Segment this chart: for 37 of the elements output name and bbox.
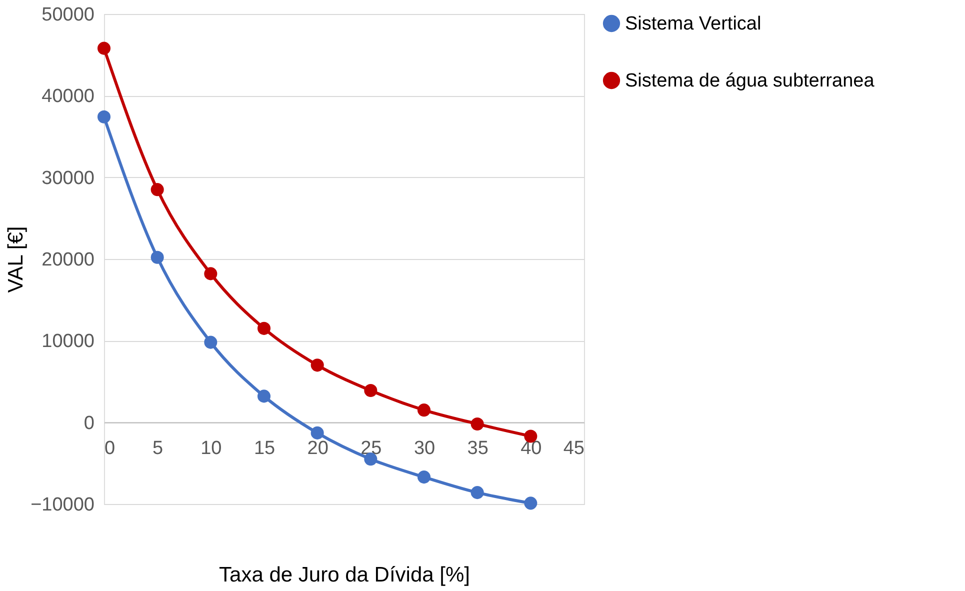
point (150, 250, 164, 264)
x-tick-label: 5 (152, 438, 164, 459)
x-axis-title: Taxa de Juro da Dívida [%] (219, 564, 470, 586)
point (417, 404, 431, 417)
y-tick-label: 40000 (42, 86, 94, 108)
point (204, 336, 218, 349)
legend-label: Sistema de água subterranea (625, 70, 875, 92)
x-tick-label: 35 (467, 438, 488, 459)
y-tick-label: 20000 (42, 250, 94, 270)
point (310, 426, 324, 440)
x-tick-label: 25 (360, 438, 382, 459)
point (310, 358, 324, 372)
point (417, 470, 431, 484)
y-tick-label: 10000 (42, 331, 94, 352)
point (257, 390, 271, 403)
y-axis-title: VAL [€] (4, 226, 28, 293)
point (470, 417, 484, 430)
y-tick-label: 50000 (42, 4, 94, 26)
x-tick-label: 40 (520, 438, 542, 459)
point (364, 384, 378, 397)
x-tick-label: 0 (104, 438, 116, 459)
point (97, 42, 111, 55)
x-tick-label: 15 (254, 438, 276, 459)
y-tick-label: 0 (84, 412, 94, 434)
point (524, 496, 538, 510)
point (257, 322, 271, 335)
x-tick-label: 20 (307, 438, 328, 459)
point (470, 486, 484, 500)
point (97, 110, 111, 124)
x-tick-label: 30 (414, 438, 436, 459)
point (204, 267, 218, 280)
y-tick-label: −10000 (30, 494, 94, 516)
x-tick-label: 45 (563, 438, 584, 459)
x-tick-label: 10 (200, 438, 222, 459)
y-tick-label: 30000 (42, 168, 94, 189)
legend-label: Sistema Vertical (625, 14, 762, 34)
point (150, 183, 164, 196)
